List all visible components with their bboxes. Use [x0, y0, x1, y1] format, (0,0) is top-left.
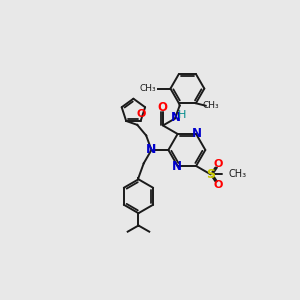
Text: CH₃: CH₃ — [229, 169, 247, 179]
Text: N: N — [172, 160, 182, 173]
Text: H: H — [178, 110, 186, 121]
Text: CH₃: CH₃ — [202, 101, 219, 110]
Text: O: O — [214, 159, 223, 169]
Text: O: O — [137, 109, 146, 119]
Text: N: N — [146, 143, 157, 157]
Text: S: S — [206, 168, 215, 181]
Text: O: O — [157, 101, 167, 114]
Text: O: O — [214, 180, 223, 190]
Text: N: N — [192, 127, 202, 140]
Text: CH₃: CH₃ — [140, 84, 157, 93]
Text: N: N — [171, 111, 181, 124]
